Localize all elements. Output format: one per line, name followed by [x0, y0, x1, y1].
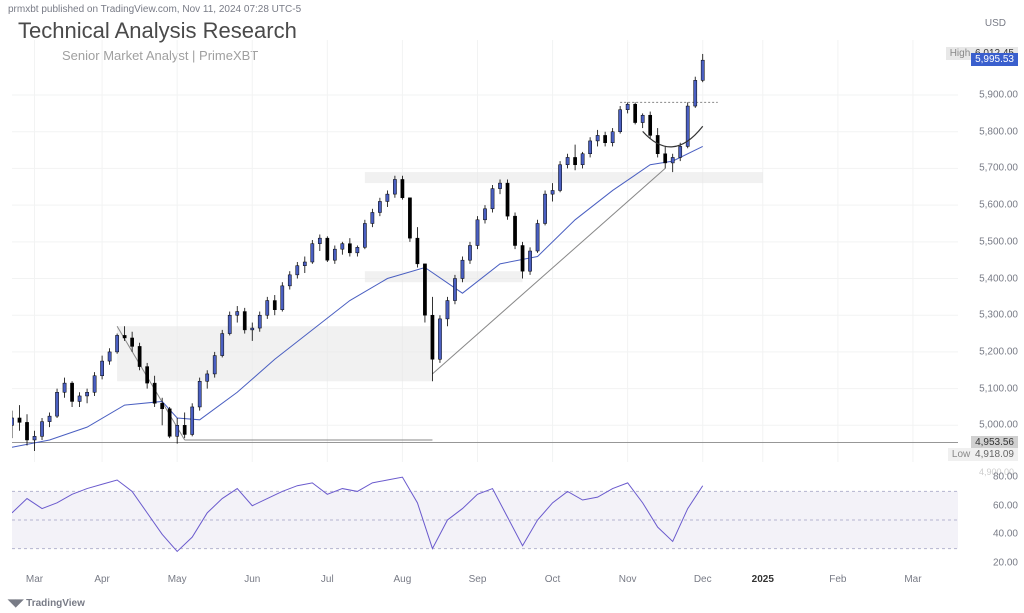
- y-axis-unit: USD: [985, 18, 1006, 29]
- x-tick: May: [168, 574, 187, 585]
- x-tick: Feb: [829, 574, 846, 585]
- price-badge: 4,953.56: [971, 436, 1018, 449]
- y-tick: 5,400.00: [979, 273, 1018, 284]
- footer-logo: ◥◤ TradingView: [8, 598, 85, 609]
- x-tick: Mar: [904, 574, 921, 585]
- x-tick: Nov: [619, 574, 637, 585]
- osc-y-tick: 60.00: [993, 500, 1018, 511]
- y-tick: 5,600.00: [979, 200, 1018, 211]
- y-tick: 5,900.00: [979, 90, 1018, 101]
- osc-y-tick: 20.00: [993, 557, 1018, 568]
- oscillator-chart[interactable]: [12, 470, 958, 570]
- price-chart[interactable]: [12, 40, 958, 462]
- x-tick: Apr: [94, 574, 110, 585]
- price-y-axis: 5,000.00 5,100.00 5,200.00 5,300.00 5,400.00…: [960, 40, 1018, 462]
- x-tick: Aug: [394, 574, 412, 585]
- y-tick: 5,300.00: [979, 310, 1018, 321]
- oscillator-y-axis: 20.00 40.00 60.00 80.00: [960, 470, 1018, 570]
- x-tick: Jul: [321, 574, 334, 585]
- y-tick: 5,800.00: [979, 126, 1018, 137]
- time-x-axis: Mar Apr May Jun Jul Aug Sep Oct Nov Dec 2025 Feb Mar: [12, 574, 958, 594]
- price-badge: Low 4,918.09: [948, 448, 1018, 461]
- x-tick: Jun: [244, 574, 260, 585]
- x-tick: 2025: [752, 574, 774, 585]
- y-tick: 5,000.00: [979, 420, 1018, 431]
- price-badge: 5,995.53: [971, 53, 1018, 66]
- x-tick: Dec: [694, 574, 712, 585]
- x-tick: Sep: [469, 574, 487, 585]
- osc-y-tick: 40.00: [993, 529, 1018, 540]
- y-tick: 5,100.00: [979, 383, 1018, 394]
- y-tick: 5,500.00: [979, 236, 1018, 247]
- y-tick: 5,200.00: [979, 346, 1018, 357]
- x-tick: Mar: [26, 574, 43, 585]
- x-tick: Oct: [545, 574, 561, 585]
- publisher-info: prmxbt published on TradingView.com, Nov…: [8, 4, 301, 15]
- y-tick: 5,700.00: [979, 163, 1018, 174]
- osc-y-tick: 80.00: [993, 472, 1018, 483]
